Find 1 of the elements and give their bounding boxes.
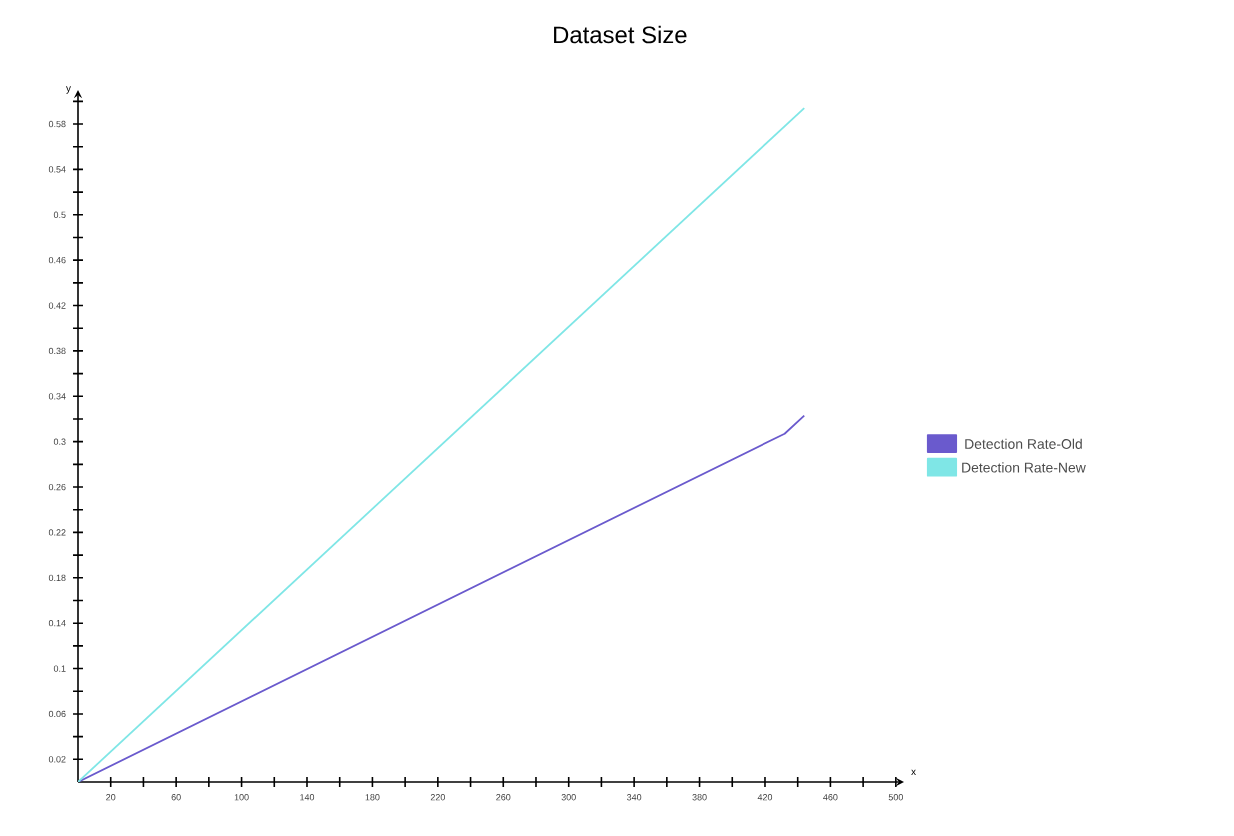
chart-title: Dataset Size: [554, 25, 687, 44]
